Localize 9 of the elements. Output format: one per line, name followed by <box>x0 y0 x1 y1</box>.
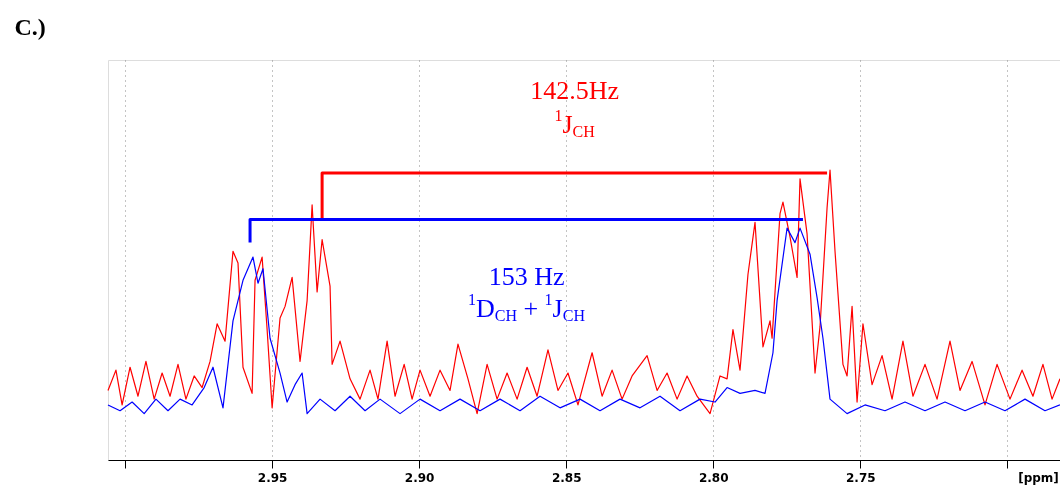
x-tick-label: 2.75 <box>846 470 876 485</box>
text: 142.5Hz <box>530 76 620 106</box>
x-tick-label: 2.80 <box>698 470 729 485</box>
x-tick-label: 2.85 <box>551 470 582 485</box>
chart-title: C.) <box>14 14 46 40</box>
x-axis-title: [ppm] <box>1018 470 1059 485</box>
x-tick-label: 2.95 <box>257 470 288 485</box>
x-tick-label: 2.90 <box>404 470 435 485</box>
annotation: 153 Hz <box>488 262 565 292</box>
